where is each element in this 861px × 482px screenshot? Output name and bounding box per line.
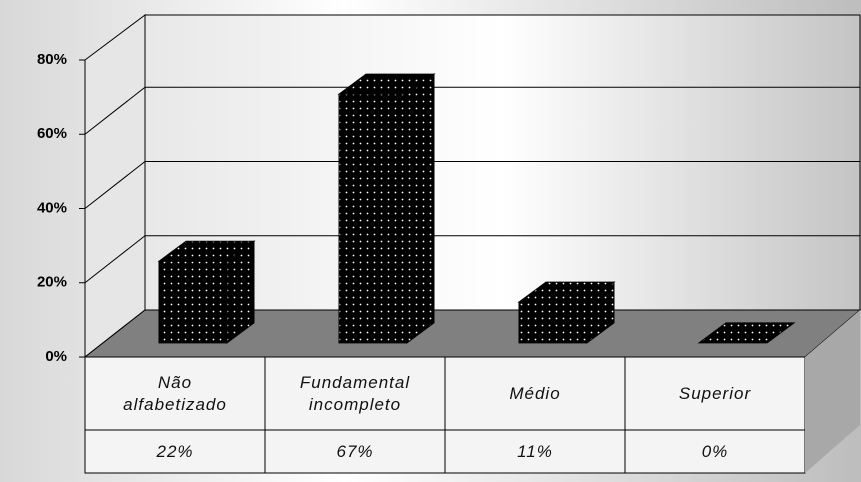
bar bbox=[518, 301, 588, 344]
category-label: Não alfabetizado bbox=[123, 373, 227, 414]
category-label: Fundamental incompleto bbox=[299, 373, 411, 414]
bar-top bbox=[697, 322, 796, 344]
bar-side bbox=[406, 73, 435, 344]
bar bbox=[338, 93, 408, 344]
y-tick-label: 0% bbox=[45, 348, 67, 365]
category-label: Médio bbox=[509, 384, 561, 403]
value-label: 67% bbox=[336, 441, 374, 461]
grid-line bbox=[84, 86, 146, 135]
grid-line bbox=[84, 235, 146, 284]
grid-line bbox=[84, 161, 146, 209]
table-side bbox=[805, 310, 860, 473]
side-wall bbox=[84, 14, 146, 359]
value-label: 0% bbox=[701, 441, 729, 461]
y-tick-label: 20% bbox=[37, 274, 67, 291]
bar bbox=[158, 260, 228, 344]
value-label: 22% bbox=[156, 441, 194, 461]
category-label: Superior bbox=[678, 384, 752, 403]
y-tick-label: 60% bbox=[37, 125, 67, 142]
value-label: 11% bbox=[517, 441, 553, 461]
y-tick-label: 40% bbox=[37, 199, 67, 216]
y-tick-label: 80% bbox=[37, 51, 67, 68]
